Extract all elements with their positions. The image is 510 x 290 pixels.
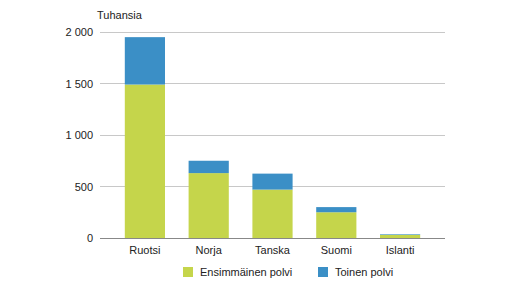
bar-segment bbox=[380, 234, 420, 236]
x-tick-label: Norja bbox=[196, 244, 223, 256]
bar-segment bbox=[125, 85, 165, 238]
bar-segment bbox=[316, 207, 356, 212]
y-tick-label: 1 000 bbox=[65, 129, 93, 141]
legend-label: Toinen polvi bbox=[335, 266, 393, 278]
grid-line bbox=[100, 238, 445, 239]
grid-line bbox=[100, 32, 445, 33]
x-tick-label: Tanska bbox=[255, 244, 291, 256]
y-tick-label: 1 500 bbox=[65, 78, 93, 90]
legend: Ensimmäinen polvi Toinen polvi bbox=[183, 266, 393, 278]
legend-label: Ensimmäinen polvi bbox=[200, 266, 292, 278]
bar-segment bbox=[252, 174, 292, 190]
legend-swatch bbox=[318, 267, 328, 277]
x-tick-label: Ruotsi bbox=[129, 244, 160, 256]
x-tick-label: Suomi bbox=[321, 244, 352, 256]
y-tick-label: 0 bbox=[87, 232, 93, 244]
y-tick-label: 500 bbox=[75, 181, 93, 193]
bar-segment bbox=[189, 161, 229, 173]
x-ticks: Ruotsi Norja Tanska Suomi Islanti bbox=[129, 244, 414, 256]
bar-segment bbox=[189, 173, 229, 238]
bar-segment bbox=[125, 37, 165, 84]
chart-container: Tuhansia 0 500 1 000 1 500 2 000 Ruotsi Norja Ta… bbox=[0, 0, 510, 290]
y-ticks: 0 500 1 000 1 500 2 000 bbox=[65, 26, 445, 244]
x-tick-label: Islanti bbox=[386, 244, 415, 256]
bar-segment bbox=[316, 212, 356, 238]
x-axis-line bbox=[100, 238, 445, 239]
y-tick-label: 2 000 bbox=[65, 26, 93, 38]
chart-svg: Tuhansia 0 500 1 000 1 500 2 000 Ruotsi Norja Ta… bbox=[0, 0, 510, 290]
legend-swatch bbox=[183, 267, 193, 277]
bars bbox=[125, 37, 420, 238]
y-axis-label: Tuhansia bbox=[97, 9, 143, 21]
bar-segment bbox=[252, 190, 292, 238]
